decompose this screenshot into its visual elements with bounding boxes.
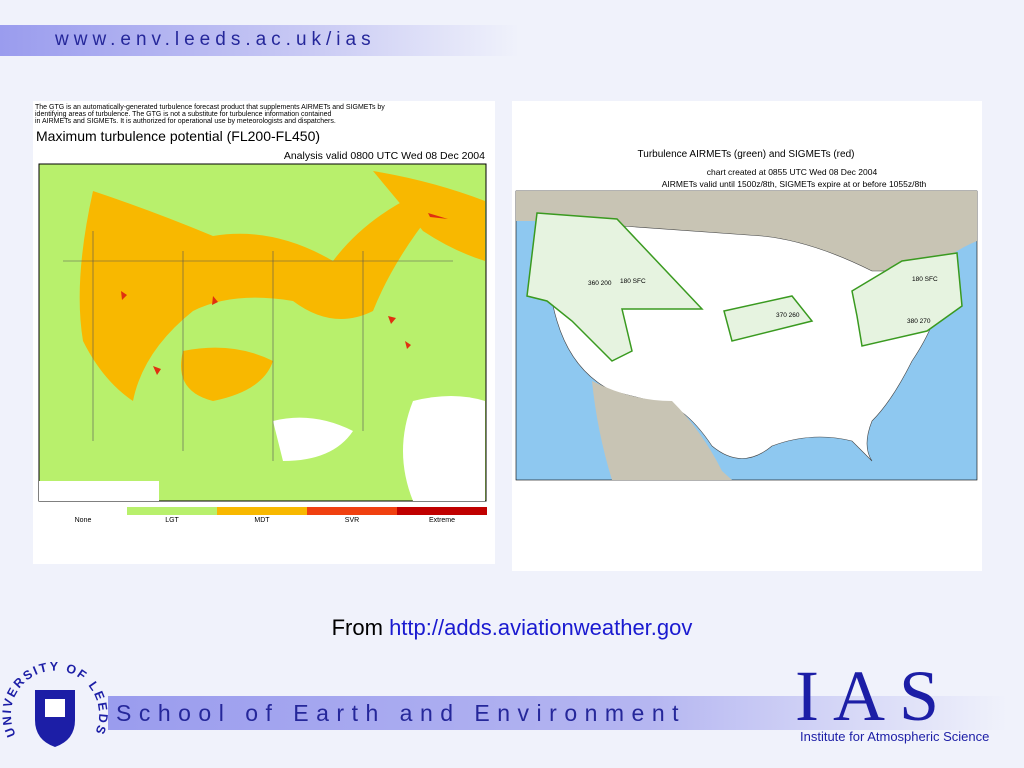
map-title: Turbulence AIRMETs (green) and SIGMETs (…	[638, 149, 855, 160]
header-bar	[0, 25, 520, 56]
institute-name: Institute for Atmospheric Science	[800, 729, 990, 744]
legend-label: Extreme	[429, 517, 455, 524]
map-title: Maximum turbulence potential (FL200-FL45…	[36, 128, 320, 144]
valid-time: AIRMETs valid until 1500z/8th, SIGMETs e…	[662, 179, 927, 189]
intro-line: identifying areas of turbulence. The GTG…	[35, 111, 331, 118]
ias-logo: IAS	[795, 656, 954, 736]
legend-label: None	[75, 517, 92, 524]
legend-label: LGT	[165, 517, 179, 524]
area-label: 180 SFC	[912, 276, 938, 283]
header-url: www.env.leeds.ac.uk/ias	[55, 29, 376, 50]
airmet-map: Turbulence AIRMETs (green) and SIGMETs (…	[512, 101, 982, 571]
caption-link[interactable]: http://adds.aviationweather.gov	[389, 615, 693, 640]
school-name: School of Earth and Environment	[116, 700, 687, 726]
map-area: 360 200 180 SFC 370 260 180 SFC 380 270	[515, 190, 978, 481]
area-label: 370 260	[776, 312, 800, 319]
turbulence-map: The GTG is an automatically-generated tu…	[33, 101, 495, 564]
university-logo: UNIVERSITY OF LEEDS	[2, 659, 108, 759]
area-label: 360 200	[588, 280, 612, 287]
legend-label: MDT	[254, 517, 270, 524]
area-label: 380 270	[907, 318, 931, 325]
intro-line: The GTG is an automatically-generated tu…	[35, 104, 385, 111]
legend: None LGT MDT SVR Extreme	[75, 507, 487, 524]
caption-prefix: From	[331, 615, 383, 640]
valid-time: Analysis valid 0800 UTC Wed 08 Dec 2004	[284, 150, 485, 162]
caption: From http://adds.aviationweather.gov	[0, 615, 1024, 641]
footer-bar	[108, 696, 1008, 730]
area-label: 180 SFC	[620, 278, 646, 285]
intro-line: in AIRMETs and SIGMETs. It is authorized…	[35, 118, 336, 125]
map-area	[38, 163, 487, 502]
legend-label: SVR	[345, 517, 359, 524]
created-time: chart created at 0855 UTC Wed 08 Dec 200…	[707, 167, 878, 177]
